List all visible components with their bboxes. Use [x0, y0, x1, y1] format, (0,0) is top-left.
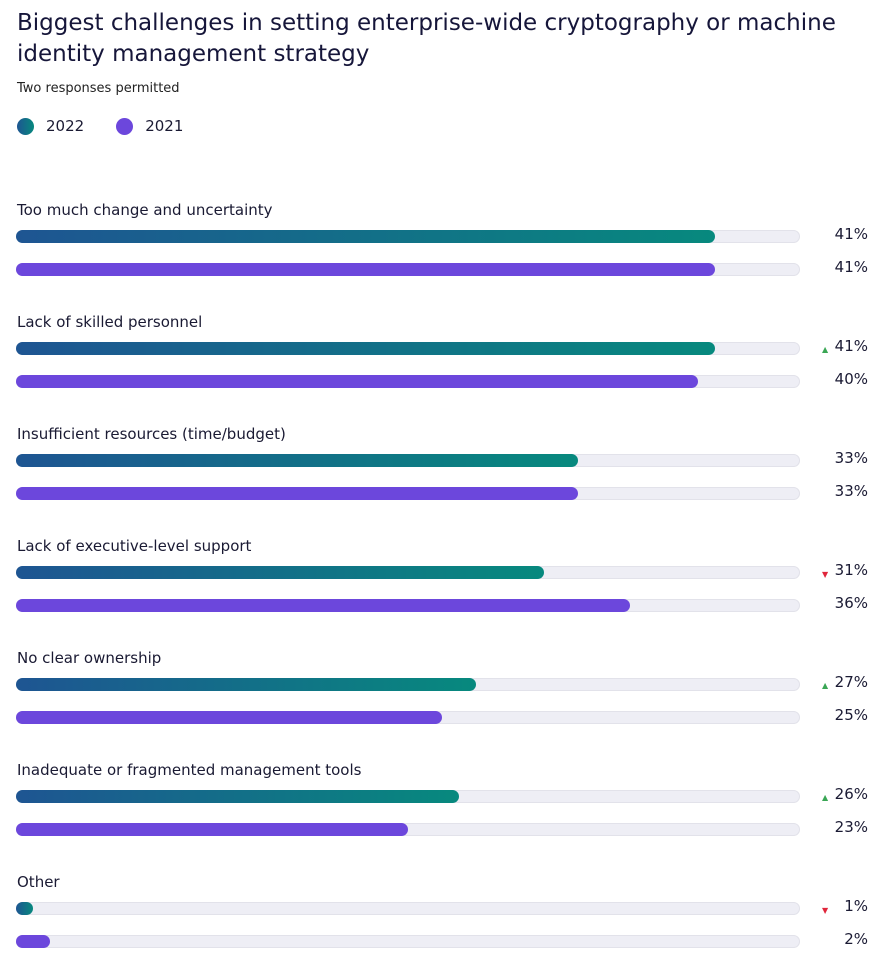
category-label: Lack of executive-level support: [17, 537, 252, 555]
bar-track-2022: [16, 342, 800, 355]
trend-up-icon: ▲: [822, 793, 829, 802]
legend-dot-2022: [17, 117, 34, 135]
bar-track-2021: [16, 487, 800, 500]
bar-track-2022: [16, 790, 800, 803]
chart-subtitle: Two responses permitted: [17, 81, 180, 96]
bar-2021: [16, 263, 715, 276]
legend-label-2022: 2022: [46, 117, 85, 135]
category-label: Lack of skilled personnel: [17, 313, 203, 331]
bar-track-2021: [16, 263, 800, 276]
bar-track-2022: [16, 678, 800, 691]
value-label-2022: 31%: [834, 561, 868, 579]
value-label-2021: 40%: [834, 370, 868, 388]
legend-label-2021: 2021: [145, 117, 184, 135]
bar-2022: [16, 678, 477, 691]
bar-2022: [16, 230, 715, 243]
legend-item-2021: 2021: [116, 117, 183, 135]
category-label: Insufficient resources (time/budget): [17, 425, 286, 443]
bar-2021: [16, 711, 443, 724]
value-label-2021: 2%: [844, 930, 868, 948]
bar-2022: [16, 902, 34, 915]
value-label-2021: 23%: [834, 818, 868, 836]
bar-track-2022: [16, 230, 800, 243]
trend-down-icon: ▼: [822, 906, 829, 915]
category-label: Other: [17, 873, 60, 891]
value-label-2021: 36%: [834, 594, 868, 612]
bar-2022: [16, 342, 715, 355]
bar-track-2022: [16, 566, 800, 579]
value-label-2022: 41%: [834, 225, 868, 243]
bar-track-2021: [16, 711, 800, 724]
category-label: Inadequate or fragmented management tool…: [17, 761, 362, 779]
chart-title: Biggest challenges in setting enterprise…: [17, 10, 836, 67]
bar-2022: [16, 790, 460, 803]
bar-2021: [16, 599, 630, 612]
bar-track-2022: [16, 902, 800, 915]
bar-track-2021: [16, 823, 800, 836]
value-label-2021: 33%: [834, 482, 868, 500]
value-label-2022: 1%: [844, 897, 868, 915]
bar-track-2022: [16, 454, 800, 467]
value-label-2022: 33%: [834, 449, 868, 467]
value-label-2022: 26%: [834, 785, 868, 803]
bar-track-2021: [16, 375, 800, 388]
bar-2021: [16, 487, 579, 500]
bar-track-2021: [16, 935, 800, 948]
trend-up-icon: ▲: [822, 345, 829, 354]
value-label-2021: 41%: [834, 258, 868, 276]
value-label-2022: 27%: [834, 673, 868, 691]
bar-2021: [16, 823, 408, 836]
bar-2021: [16, 375, 698, 388]
bar-2022: [16, 566, 545, 579]
category-label: No clear ownership: [17, 649, 162, 667]
bar-2021: [16, 935, 51, 948]
bar-2022: [16, 454, 579, 467]
bar-track-2021: [16, 599, 800, 612]
value-label-2022: 41%: [834, 337, 868, 355]
legend: 2022 2021: [17, 117, 183, 135]
trend-up-icon: ▲: [822, 681, 829, 690]
category-label: Too much change and uncertainty: [17, 201, 273, 219]
value-label-2021: 25%: [834, 706, 868, 724]
legend-item-2022: 2022: [17, 117, 84, 135]
trend-down-icon: ▼: [822, 570, 829, 579]
legend-dot-2021: [116, 117, 134, 135]
